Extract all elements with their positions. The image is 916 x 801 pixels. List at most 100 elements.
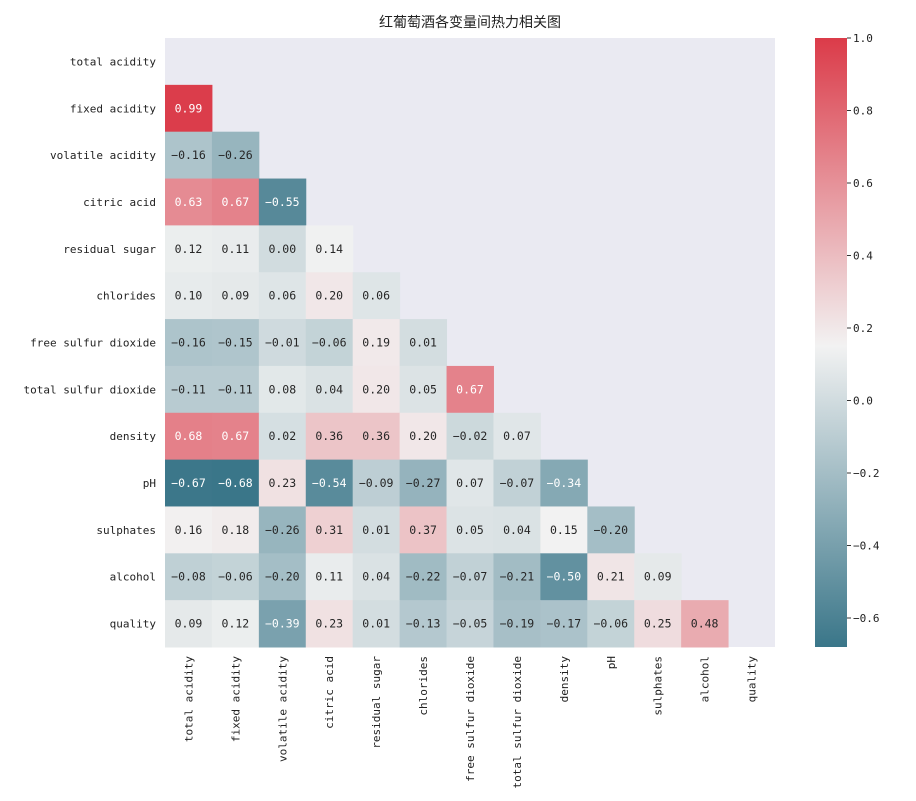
- y-tick-label: quality: [110, 618, 157, 631]
- cell-value-label: 0.67: [222, 195, 250, 209]
- cell-value-label: 0.05: [409, 382, 437, 396]
- heatmap-cell: [305, 553, 354, 601]
- heatmap-cell: [446, 365, 494, 414]
- heatmap-cell: [352, 553, 401, 601]
- heatmap-cell: [258, 600, 307, 648]
- x-tick-label: total sulfur dioxide: [511, 656, 524, 788]
- cell-value-label: 0.16: [175, 523, 203, 537]
- x-tick-label: chlorides: [417, 656, 430, 716]
- heatmap-cell: [399, 553, 448, 601]
- heatmap-cell: [587, 600, 635, 648]
- cell-value-label: 0.06: [268, 289, 296, 303]
- heatmap-cell: [258, 272, 307, 320]
- cell-value-label: 0.08: [268, 382, 296, 396]
- cell-value-label: 0.19: [362, 336, 390, 350]
- cell-value-label: 0.05: [456, 523, 484, 537]
- heatmap-cell: [305, 319, 354, 367]
- heatmap-cell: [258, 412, 307, 461]
- cell-value-label: 0.18: [222, 523, 250, 537]
- heatmap-cell: [540, 459, 588, 507]
- y-tick-label: fixed acidity: [70, 102, 156, 115]
- heatmap-cell: [165, 365, 213, 414]
- heatmap-cell: [305, 459, 354, 507]
- heatmap-cell: [211, 553, 260, 601]
- heatmap-cell: [305, 272, 354, 320]
- cell-value-label: −0.54: [312, 476, 347, 490]
- heatmap-cell: [165, 225, 213, 273]
- cell-value-label: 0.01: [409, 336, 437, 350]
- cell-value-label: 0.04: [503, 523, 531, 537]
- cell-value-label: −0.27: [406, 476, 441, 490]
- cell-value-label: 0.14: [315, 242, 343, 256]
- cell-value-label: 0.09: [644, 570, 672, 584]
- cell-value-label: 0.20: [362, 382, 390, 396]
- y-tick-label: citric acid: [83, 196, 156, 209]
- cell-value-label: 0.99: [175, 101, 203, 115]
- heatmap-cell: [165, 600, 213, 648]
- y-tick-label: sulphates: [96, 524, 156, 537]
- heatmap-cell: [258, 365, 307, 414]
- cell-value-label: 0.01: [362, 523, 390, 537]
- heatmap-cell: [165, 412, 213, 461]
- x-tick-label: total acidity: [182, 656, 195, 742]
- heatmap-cell: [165, 84, 213, 133]
- heatmap-cell: [540, 600, 588, 648]
- chart-title: 红葡萄酒各变量间热力相关图: [379, 15, 561, 31]
- heatmap-cell: [446, 459, 494, 507]
- cell-value-label: 0.21: [597, 570, 625, 584]
- x-tick-label: sulphates: [652, 656, 665, 716]
- cell-value-label: −0.15: [218, 336, 253, 350]
- y-tick-label: chlorides: [96, 290, 156, 303]
- heatmap-cell: [211, 319, 260, 367]
- colorbar-tick-label: 0.6: [853, 177, 873, 190]
- heatmap-cell: [446, 506, 494, 554]
- heatmap-cell: [540, 506, 588, 554]
- cell-value-label: 0.68: [175, 429, 203, 443]
- heatmap-cell: [165, 131, 213, 180]
- heatmap-cell: [493, 553, 541, 601]
- cell-value-label: 0.12: [175, 242, 203, 256]
- colorbar-tick-label: 0.0: [853, 395, 873, 408]
- heatmap-cell: [165, 319, 213, 367]
- cell-value-label: −0.07: [500, 476, 535, 490]
- heatmap-cell: [352, 272, 401, 320]
- heatmap-cell: [446, 412, 494, 461]
- cell-value-label: 0.20: [315, 289, 343, 303]
- heatmap-cell: [211, 459, 260, 507]
- cell-value-label: 0.07: [503, 429, 531, 443]
- x-tick-label: free sulfur dioxide: [464, 656, 477, 782]
- cell-value-label: 0.37: [409, 523, 437, 537]
- x-tick-label: fixed acidity: [229, 656, 242, 742]
- y-tick-label: free sulfur dioxide: [30, 337, 156, 350]
- cell-value-label: −0.20: [593, 523, 628, 537]
- heatmap-cell: [165, 553, 213, 601]
- y-tick-label: alcohol: [110, 571, 156, 584]
- x-tick-label: alcohol: [699, 656, 712, 702]
- heatmap-cell: [258, 225, 307, 273]
- heatmap-cell: [399, 412, 448, 461]
- heatmap-cell: [305, 225, 354, 273]
- cell-value-label: 0.09: [222, 289, 250, 303]
- y-tick-label: total sulfur dioxide: [24, 383, 156, 396]
- cell-value-label: −0.11: [171, 382, 206, 396]
- cell-value-label: −0.55: [265, 195, 300, 209]
- cell-value-label: −0.02: [453, 429, 488, 443]
- heatmap-cell: [540, 553, 588, 601]
- x-tick-label: quality: [746, 656, 759, 703]
- heatmap-cell: [352, 365, 401, 414]
- heatmap-cell: [634, 600, 682, 648]
- heatmap-cell: [681, 600, 729, 648]
- cell-value-label: 0.04: [315, 382, 343, 396]
- heatmap-cell: [211, 365, 260, 414]
- heatmap-cell: [211, 412, 260, 461]
- cell-value-label: 0.67: [222, 429, 250, 443]
- heatmap-cell: [258, 506, 307, 554]
- heatmap-cell: [258, 459, 307, 507]
- heatmap-cell: [399, 506, 448, 554]
- cell-value-label: 0.15: [550, 523, 578, 537]
- heatmap-cells: 0.99 −0.16 −0.26 0.63 0.67 −0.55 0.12 0.11 0.00 0…: [165, 84, 729, 648]
- cell-value-label: 0.31: [315, 523, 343, 537]
- heatmap-cell: [211, 178, 260, 226]
- heatmap-cell: [165, 272, 213, 320]
- cell-value-label: −0.07: [453, 570, 488, 584]
